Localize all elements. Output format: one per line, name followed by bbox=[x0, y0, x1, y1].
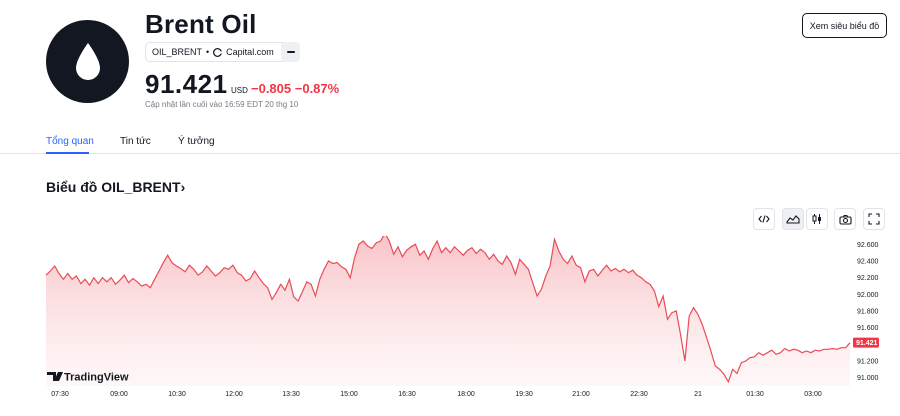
symbol-label: OIL_BRENT bbox=[152, 47, 203, 57]
area-chart-icon bbox=[786, 215, 800, 224]
change-value: −0.805 bbox=[251, 81, 292, 96]
x-tick-label: 12:00 bbox=[225, 391, 243, 398]
currency-label: USD bbox=[231, 86, 248, 95]
x-tick-label: 22:30 bbox=[630, 391, 648, 398]
x-tick-label: 03:00 bbox=[804, 391, 822, 398]
x-tick-label: 07:30 bbox=[51, 391, 69, 398]
separator-dot: • bbox=[206, 47, 210, 57]
x-tick-label: 18:00 bbox=[457, 391, 475, 398]
page-title: Brent Oil bbox=[145, 9, 257, 39]
tradingview-watermark: TradingView bbox=[47, 372, 129, 384]
brent-oil-logo bbox=[46, 20, 129, 103]
x-tick-label: 09:00 bbox=[110, 391, 128, 398]
y-tick-label: 92.600 bbox=[857, 242, 879, 249]
tab-ideas[interactable]: Ý tưởng bbox=[178, 136, 215, 147]
change-percent: −0.87% bbox=[294, 81, 340, 96]
minus-icon bbox=[286, 51, 295, 53]
x-tick-label: 10:30 bbox=[168, 391, 186, 398]
y-tick-label: 91.800 bbox=[857, 309, 879, 316]
y-tick-label: 92.200 bbox=[857, 275, 879, 282]
y-tick-label: 91.000 bbox=[857, 375, 879, 382]
candlestick-style-button[interactable] bbox=[806, 208, 828, 230]
price-line bbox=[45, 236, 851, 384]
view-super-chart-button[interactable]: Xem siêu biểu đồ bbox=[802, 13, 887, 38]
capital-com-icon bbox=[213, 47, 223, 57]
last-price-badge-label: 91.421 bbox=[856, 340, 878, 347]
price-area-fill bbox=[46, 236, 850, 386]
symbol-selector[interactable]: OIL_BRENT • Capital.com bbox=[145, 42, 297, 62]
x-tick-label: 15:00 bbox=[340, 391, 358, 398]
source-label: Capital.com bbox=[226, 47, 274, 57]
chevron-right-icon: › bbox=[180, 179, 186, 195]
last-price: 91.421 bbox=[145, 69, 228, 99]
x-tick-label: 01:30 bbox=[746, 391, 764, 398]
fullscreen-button[interactable] bbox=[863, 208, 885, 230]
camera-icon bbox=[838, 214, 852, 225]
tab-bar: Tổng quan Tin tức Ý tưởng bbox=[0, 128, 900, 154]
oil-drop-icon bbox=[75, 42, 100, 80]
snapshot-button[interactable] bbox=[834, 208, 856, 230]
tab-news[interactable]: Tin tức bbox=[120, 136, 151, 147]
area-chart-style-button[interactable] bbox=[782, 208, 804, 230]
x-tick-label: 19:30 bbox=[515, 391, 533, 398]
last-price-badge bbox=[853, 337, 879, 348]
y-tick-label: 92.400 bbox=[857, 259, 879, 266]
price-change: −0.805 −0.87% bbox=[251, 81, 339, 96]
price-chart[interactable]: 92.600 92.400 92.200 92.000 91.800 91.600 91.4… bbox=[0, 236, 900, 416]
chart-section-label: Biểu đồ OIL_BRENT bbox=[46, 179, 181, 195]
y-tick-label: 92.000 bbox=[857, 292, 879, 299]
active-tab-indicator bbox=[46, 152, 89, 154]
x-tick-label: 16:30 bbox=[398, 391, 416, 398]
last-updated: Cập nhật lần cuối vào 16:59 EDT 20 thg 1… bbox=[145, 100, 299, 109]
tradingview-brand: TradingView bbox=[64, 372, 129, 384]
y-tick-label: 91.200 bbox=[857, 359, 879, 366]
x-tick-label: 21 bbox=[694, 391, 702, 398]
collapse-button[interactable] bbox=[281, 42, 300, 62]
fullscreen-icon bbox=[868, 213, 880, 225]
embed-code-button[interactable] bbox=[753, 208, 775, 230]
x-tick-label: 13:30 bbox=[282, 391, 300, 398]
y-tick-label: 91.600 bbox=[857, 325, 879, 332]
candlestick-icon bbox=[812, 214, 821, 224]
x-tick-label: 21:00 bbox=[572, 391, 590, 398]
code-icon bbox=[758, 215, 770, 223]
chart-section-title[interactable]: Biểu đồ OIL_BRENT› bbox=[46, 179, 185, 195]
tab-overview[interactable]: Tổng quan bbox=[46, 136, 94, 147]
